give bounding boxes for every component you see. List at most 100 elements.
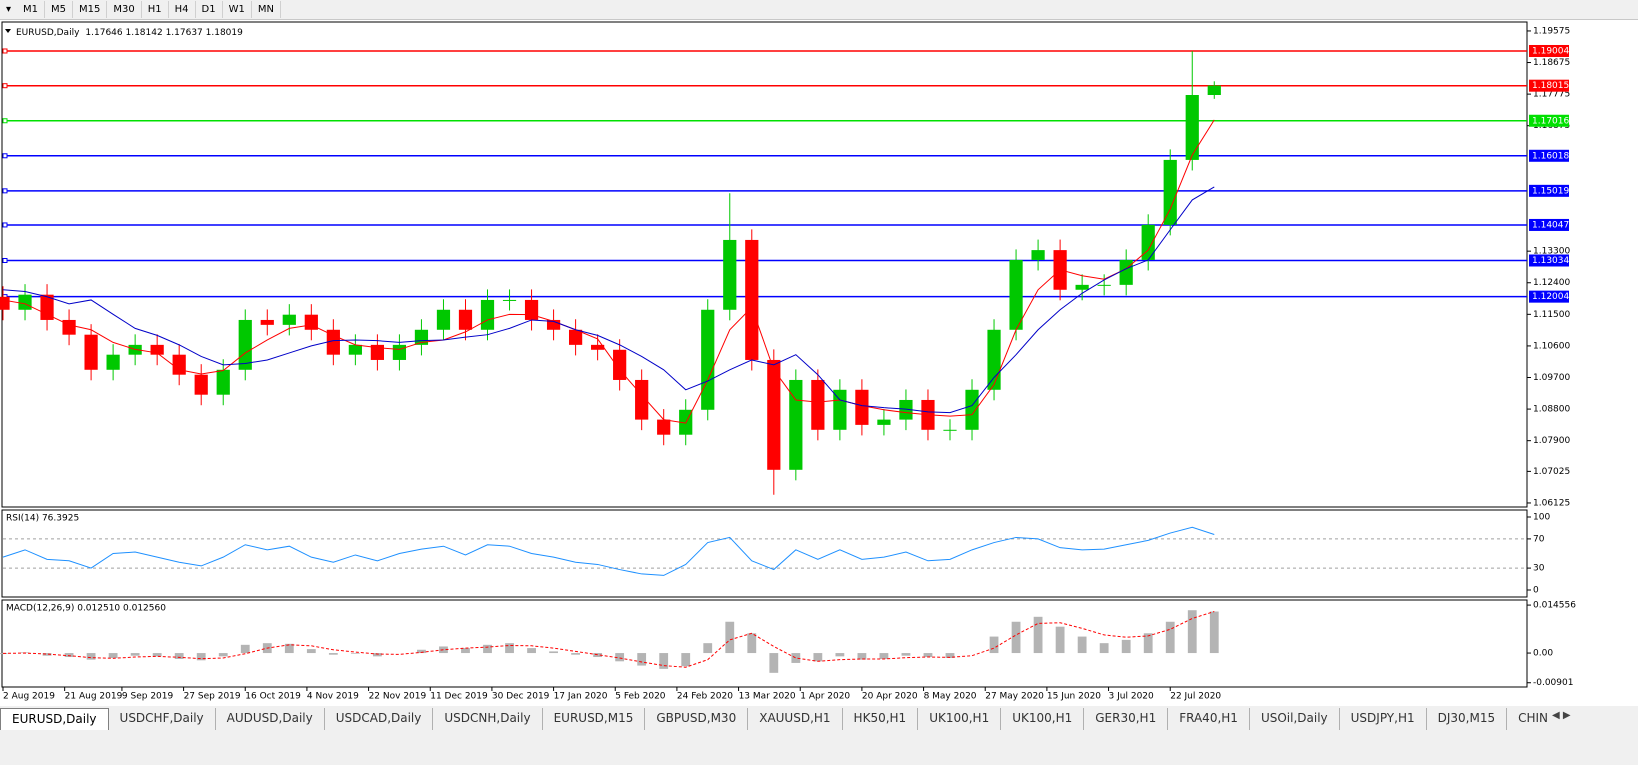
macd-bar xyxy=(615,653,625,662)
chart-tab[interactable]: USOil,Daily xyxy=(1250,708,1340,730)
macd-bar xyxy=(218,653,228,657)
y-tick-label: 100 xyxy=(1533,513,1550,523)
candle-body xyxy=(833,389,847,430)
macd-bar xyxy=(1033,616,1043,654)
chart-tab[interactable]: DJ30,M15 xyxy=(1427,708,1508,730)
level-label-box xyxy=(1529,184,1569,197)
chart-tab[interactable]: EURUSD,M15 xyxy=(543,708,646,730)
level-label: 1.13034 xyxy=(1532,256,1569,266)
candle-body xyxy=(172,354,186,375)
macd-bar xyxy=(328,653,338,655)
tab-scroll[interactable]: ◀ ▶ xyxy=(1552,710,1571,721)
candle-body xyxy=(1031,250,1045,260)
candle-body xyxy=(965,389,979,430)
macd-bar xyxy=(813,653,823,662)
rsi-line xyxy=(2,526,1215,576)
chart-tab[interactable]: GER30,H1 xyxy=(1084,708,1169,730)
timeframe-button[interactable]: MN xyxy=(252,1,281,18)
chart-tab[interactable]: CHINA300,H4 xyxy=(1507,708,1548,730)
x-tick-label: 3 Jul 2020 xyxy=(1109,692,1154,702)
timeframe-button[interactable]: M15 xyxy=(73,1,108,18)
y-tick-label: 1.07025 xyxy=(1533,467,1570,477)
candle-body xyxy=(723,239,737,310)
macd-bar xyxy=(64,653,74,658)
chart-tab[interactable]: USDCAD,Daily xyxy=(325,708,434,730)
macd-bar xyxy=(1187,610,1197,654)
macd-bar xyxy=(461,648,470,654)
x-tick-label: 16 Oct 2019 xyxy=(245,692,301,702)
rsi-frame xyxy=(1,509,1528,598)
macd-bar xyxy=(1165,621,1175,654)
chart-tabs: EURUSD,Daily USDCHF,Daily AUDUSD,Daily USDC… xyxy=(0,708,1548,730)
macd-bar xyxy=(1209,611,1219,654)
y-tick-label: 1.19575 xyxy=(1533,26,1570,36)
y-tick-label: 1.07900 xyxy=(1533,436,1570,446)
y-tick-label: 1.08800 xyxy=(1533,405,1570,415)
timeframe-button[interactable]: H1 xyxy=(142,1,169,18)
timeframe-button[interactable]: M30 xyxy=(107,1,142,18)
timeframe-button[interactable]: M1 xyxy=(17,1,46,18)
chart-tab[interactable]: FRA40,H1 xyxy=(1168,708,1250,730)
x-tick-label: 27 Sep 2019 xyxy=(184,692,241,702)
candle-body xyxy=(1119,259,1133,285)
candle-body xyxy=(613,349,627,380)
macd-bar xyxy=(1077,636,1087,654)
macd-bar xyxy=(923,653,933,658)
menu-arrow[interactable]: ▾ xyxy=(6,4,12,15)
y-tick-label: 1.10600 xyxy=(1533,341,1570,351)
timeframe-button[interactable]: D1 xyxy=(196,1,223,18)
chart-tab[interactable]: UK100,H1 xyxy=(918,708,1002,730)
chart-tab[interactable]: UK100,H1 xyxy=(1001,708,1085,730)
candle-body xyxy=(436,309,451,330)
level-label: 1.14047 xyxy=(1532,220,1569,230)
macd-bar xyxy=(1011,621,1021,654)
chart-tab[interactable]: AUDUSD,Daily xyxy=(216,708,325,730)
y-tick-label: 1.17775 xyxy=(1533,90,1570,100)
chart-tab[interactable]: USDCHF,Daily xyxy=(109,708,216,730)
timeframe-button[interactable]: H4 xyxy=(169,1,196,18)
candle-body xyxy=(1163,159,1177,225)
candle-body xyxy=(392,344,407,360)
level-label: 1.16018 xyxy=(1532,151,1569,161)
chart-tab[interactable]: USDJPY,H1 xyxy=(1340,708,1427,730)
chart-tab[interactable]: GBPUSD,M30 xyxy=(645,708,749,730)
level-handle xyxy=(2,257,8,263)
level-handle xyxy=(2,118,8,124)
candle-body xyxy=(657,419,671,435)
level-handle xyxy=(2,188,8,194)
y-tick-label: 1.09700 xyxy=(1533,373,1570,383)
y-tick-label: 1.13300 xyxy=(1533,247,1570,257)
chart-tab[interactable]: USDCNH,Daily xyxy=(433,708,543,730)
ohlc-text: 1.17646 1.18142 1.17637 1.18019 xyxy=(85,28,243,38)
timeframe-button[interactable]: M5 xyxy=(45,1,74,18)
candle-body xyxy=(84,334,98,370)
macd-bar xyxy=(945,653,955,658)
macd-bar xyxy=(747,633,757,654)
macd-bar xyxy=(901,653,911,656)
level-label: 1.17016 xyxy=(1532,116,1569,126)
candle-body xyxy=(1097,284,1111,286)
candle-body xyxy=(40,294,54,320)
candle-body xyxy=(1185,94,1199,160)
symbol-header: EURUSD,Daily 1.17646 1.18142 1.17637 1.18… xyxy=(16,28,243,38)
candle-body xyxy=(194,374,208,395)
x-tick-label: 17 Jan 2020 xyxy=(554,692,608,702)
macd-title: MACD(12,26,9) 0.012510 0.012560 xyxy=(6,604,166,614)
macd-bar xyxy=(174,653,184,659)
chart-title: EURUSD,Daily xyxy=(16,28,80,38)
timeframe-button[interactable]: W1 xyxy=(223,1,252,18)
level-handle xyxy=(2,48,8,54)
level-label-box xyxy=(1529,79,1569,92)
y-tick-label: 1.12400 xyxy=(1533,278,1570,288)
chart-tab[interactable]: XAUUSD,H1 xyxy=(748,708,843,730)
candle-body xyxy=(987,329,1001,390)
macd-bar xyxy=(306,649,316,654)
macd-frame xyxy=(1,599,1528,688)
candle-body xyxy=(370,344,384,360)
macd-bar xyxy=(835,653,845,657)
chart-tab[interactable]: EURUSD,Daily xyxy=(0,708,109,730)
candle-body xyxy=(855,389,869,425)
chart-tab[interactable]: HK50,H1 xyxy=(843,708,919,730)
level-label: 1.12004 xyxy=(1532,292,1569,302)
